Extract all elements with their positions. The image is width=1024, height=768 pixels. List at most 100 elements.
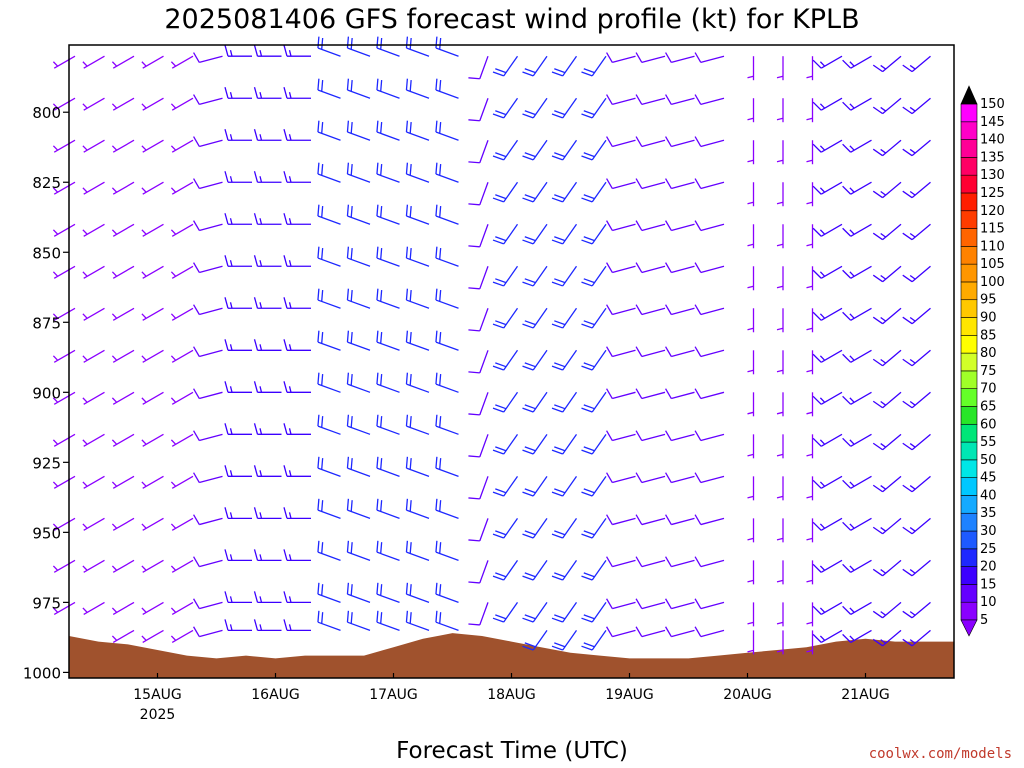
barb-staff <box>532 223 548 245</box>
wind-barb <box>193 178 223 190</box>
barb-flag <box>405 610 409 623</box>
barb-flag <box>694 94 702 105</box>
barb-flag <box>522 407 534 413</box>
colorbar-label: 40 <box>980 488 997 503</box>
wind-barb <box>468 224 489 248</box>
wind-barb <box>842 223 872 237</box>
barb-half-flag <box>880 232 887 238</box>
barb-flag <box>495 278 507 284</box>
barb-staff <box>376 551 400 561</box>
barb-half-flag <box>806 285 813 289</box>
wind-barb <box>346 246 371 267</box>
wind-barb <box>317 540 341 561</box>
wind-barb <box>776 476 784 501</box>
barb-flag <box>435 36 438 49</box>
barb-flag <box>606 430 613 441</box>
barb-half-flag <box>909 639 916 644</box>
barb-half-flag <box>819 145 826 151</box>
barb-staff <box>591 307 607 329</box>
barb-flag <box>468 161 480 164</box>
barb-staff <box>479 476 489 500</box>
barb-half-flag <box>909 569 916 574</box>
wind-barb <box>435 78 459 99</box>
barb-flag <box>665 136 672 147</box>
barb-staff <box>479 97 489 121</box>
barb-staff <box>532 139 548 161</box>
barb-flag <box>405 540 409 553</box>
wind-barb <box>346 456 371 477</box>
barb-flag <box>193 94 200 105</box>
barb-half-flag <box>819 397 826 403</box>
barb-flag <box>346 288 350 301</box>
barb-half-flag <box>288 50 292 57</box>
barb-half-flag <box>288 176 292 183</box>
wind-barb <box>253 87 282 99</box>
barb-flag <box>554 194 566 200</box>
colorbar-label: 120 <box>980 204 1005 219</box>
wind-barb <box>435 36 459 57</box>
wind-barb <box>52 97 76 111</box>
barb-half-flag <box>909 232 916 238</box>
wind-barb <box>376 582 400 603</box>
wind-barb <box>405 204 430 225</box>
barb-flag <box>380 37 383 50</box>
barb-half-flag <box>52 271 59 277</box>
barb-staff <box>700 97 725 106</box>
wind-barb <box>111 601 135 615</box>
wind-barb <box>435 162 459 183</box>
wind-barb <box>635 598 666 610</box>
barb-half-flag <box>111 145 118 151</box>
barb-flag <box>524 530 536 536</box>
barb-half-flag <box>288 386 292 393</box>
barb-half-flag <box>776 159 784 163</box>
wind-barb <box>747 350 755 375</box>
wind-barb <box>52 391 76 405</box>
barb-flag <box>554 362 566 368</box>
barb-flag <box>812 185 822 195</box>
barb-staff <box>591 630 607 651</box>
wind-barb <box>694 472 725 484</box>
barb-flag <box>253 129 259 141</box>
barb-staff <box>199 433 223 442</box>
barb-half-flag <box>141 313 147 319</box>
barb-half-flag <box>82 187 88 193</box>
barb-half-flag <box>776 327 784 331</box>
barb-flag <box>694 178 702 189</box>
barb-flag <box>606 388 613 399</box>
barb-flag <box>409 248 412 260</box>
colorbar-label: 5 <box>980 613 988 628</box>
wind-barb <box>806 602 814 627</box>
barb-flag <box>522 197 534 203</box>
wind-barb <box>468 560 489 584</box>
wind-barb <box>253 507 282 519</box>
wind-barb <box>468 602 489 626</box>
wind-barb <box>812 517 843 531</box>
wind-barbs <box>52 36 931 655</box>
barb-flag <box>346 456 350 469</box>
barb-half-flag <box>170 565 177 571</box>
wind-barb <box>376 78 400 99</box>
barb-flag <box>321 584 324 596</box>
barb-flag <box>812 563 822 573</box>
barb-half-flag <box>880 569 887 574</box>
barb-flag <box>872 316 883 325</box>
barb-half-flag <box>259 260 263 267</box>
barb-flag <box>694 626 702 637</box>
colorbar-label: 55 <box>980 435 997 450</box>
barb-half-flag <box>806 649 813 653</box>
wind-barb <box>872 349 902 367</box>
wind-barb <box>747 266 755 291</box>
barb-half-flag <box>880 64 887 70</box>
barb-staff <box>83 559 105 573</box>
barb-flag <box>606 598 613 609</box>
barb-half-flag <box>229 218 233 225</box>
wind-barb <box>468 266 489 290</box>
barb-staff <box>479 392 489 416</box>
wind-barb <box>317 414 341 435</box>
wind-barb <box>806 392 814 417</box>
barb-flag <box>606 346 613 357</box>
wind-barb <box>346 78 371 99</box>
barb-staff <box>112 265 135 279</box>
barb-staff <box>199 265 223 274</box>
barb-flag <box>524 614 536 620</box>
